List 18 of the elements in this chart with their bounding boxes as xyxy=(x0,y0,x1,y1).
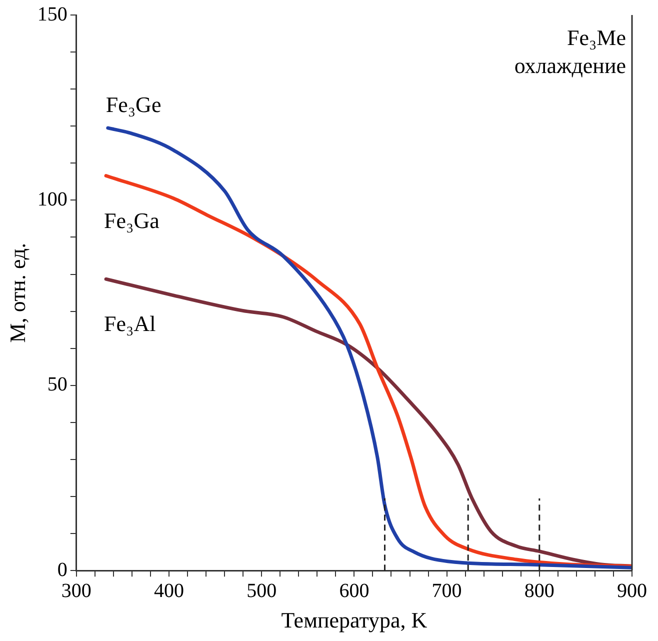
y-axis-title: M, отн. ед. xyxy=(4,242,30,343)
x-tick-label: 500 xyxy=(246,580,277,602)
series-label: Fe₃Ga xyxy=(104,208,160,233)
y-tick-label: 50 xyxy=(47,374,68,396)
series-label: Fe₃Al xyxy=(104,311,156,336)
annotation: охлаждение xyxy=(514,53,626,78)
series-label: Fe₃Ge xyxy=(106,92,162,117)
y-tick-label: 150 xyxy=(37,3,68,26)
x-tick-label: 900 xyxy=(617,580,647,602)
x-tick-label: 700 xyxy=(432,580,462,602)
x-tick-label: 600 xyxy=(339,580,370,602)
annotation: Fe₃Me xyxy=(567,25,626,50)
y-tick-label: 100 xyxy=(37,188,68,210)
x-tick-label: 400 xyxy=(154,580,184,602)
x-tick-label: 300 xyxy=(61,580,92,602)
x-axis-title: Температура, K xyxy=(281,608,428,633)
y-tick-label: 0 xyxy=(57,558,68,581)
x-tick-label: 800 xyxy=(524,580,554,602)
